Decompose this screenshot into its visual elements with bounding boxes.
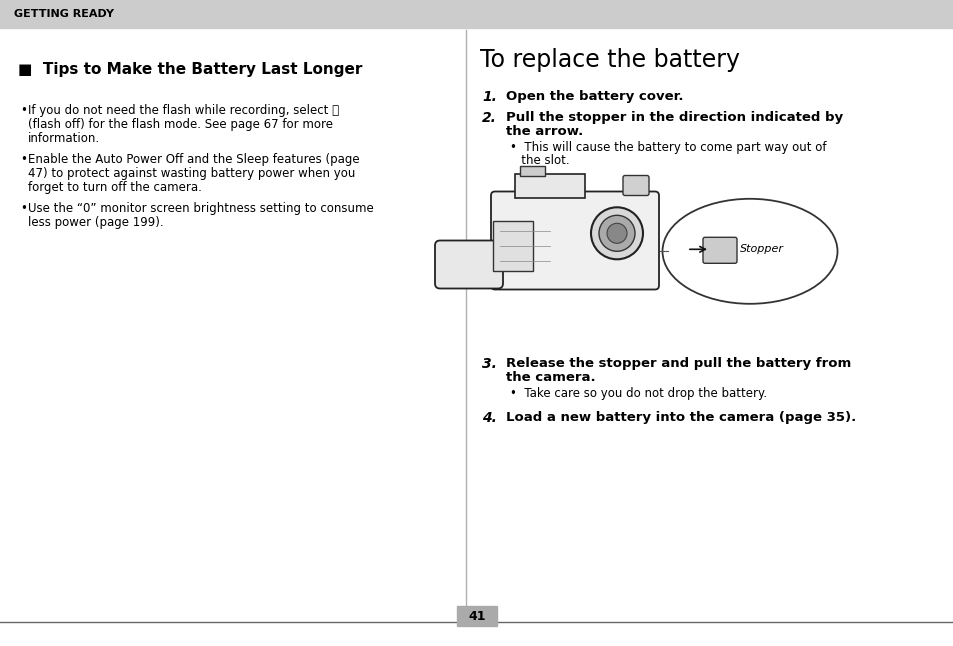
Text: GETTING READY: GETTING READY — [14, 9, 113, 19]
Text: Use the “0” monitor screen brightness setting to consume: Use the “0” monitor screen brightness se… — [28, 202, 374, 215]
Bar — [493, 220, 533, 271]
Text: To replace the battery: To replace the battery — [479, 48, 740, 72]
Circle shape — [606, 224, 626, 244]
Text: information.: information. — [28, 132, 100, 145]
Bar — [456, 606, 497, 626]
Bar — [515, 174, 584, 198]
Text: 47) to protect against wasting battery power when you: 47) to protect against wasting battery p… — [28, 167, 355, 180]
Text: Release the stopper and pull the battery from: Release the stopper and pull the battery… — [505, 357, 850, 371]
Text: 2.: 2. — [481, 112, 497, 125]
Text: Open the battery cover.: Open the battery cover. — [505, 90, 682, 103]
Text: the arrow.: the arrow. — [505, 125, 582, 138]
Text: the slot.: the slot. — [510, 154, 569, 167]
FancyBboxPatch shape — [702, 237, 737, 264]
Text: •: • — [20, 202, 27, 215]
Text: •: • — [20, 153, 27, 166]
Circle shape — [590, 207, 642, 259]
Ellipse shape — [661, 199, 837, 304]
FancyBboxPatch shape — [622, 176, 648, 196]
Text: Enable the Auto Power Off and the Sleep features (page: Enable the Auto Power Off and the Sleep … — [28, 153, 359, 166]
Bar — [519, 165, 544, 176]
Circle shape — [598, 215, 635, 251]
Text: 4.: 4. — [481, 410, 497, 424]
Text: (flash off) for the flash mode. See page 67 for more: (flash off) for the flash mode. See page… — [28, 118, 333, 131]
Text: the camera.: the camera. — [505, 371, 595, 384]
Text: less power (page 199).: less power (page 199). — [28, 216, 164, 229]
Text: Stopper: Stopper — [740, 244, 783, 255]
Text: ■  Tips to Make the Battery Last Longer: ■ Tips to Make the Battery Last Longer — [18, 62, 362, 77]
Text: •  This will cause the battery to come part way out of: • This will cause the battery to come pa… — [510, 140, 825, 154]
FancyBboxPatch shape — [435, 240, 502, 289]
Bar — [0, 0, 953, 28]
Text: Pull the stopper in the direction indicated by: Pull the stopper in the direction indica… — [505, 112, 842, 125]
Text: If you do not need the flash while recording, select ⓩ: If you do not need the flash while recor… — [28, 104, 338, 117]
Text: forget to turn off the camera.: forget to turn off the camera. — [28, 181, 202, 194]
Text: 41: 41 — [468, 609, 485, 623]
Text: •  Take care so you do not drop the battery.: • Take care so you do not drop the batte… — [510, 386, 766, 399]
Text: 1.: 1. — [481, 90, 497, 104]
Text: Load a new battery into the camera (page 35).: Load a new battery into the camera (page… — [505, 410, 856, 424]
Text: •: • — [20, 104, 27, 117]
FancyBboxPatch shape — [491, 191, 659, 289]
Text: 3.: 3. — [481, 357, 497, 371]
